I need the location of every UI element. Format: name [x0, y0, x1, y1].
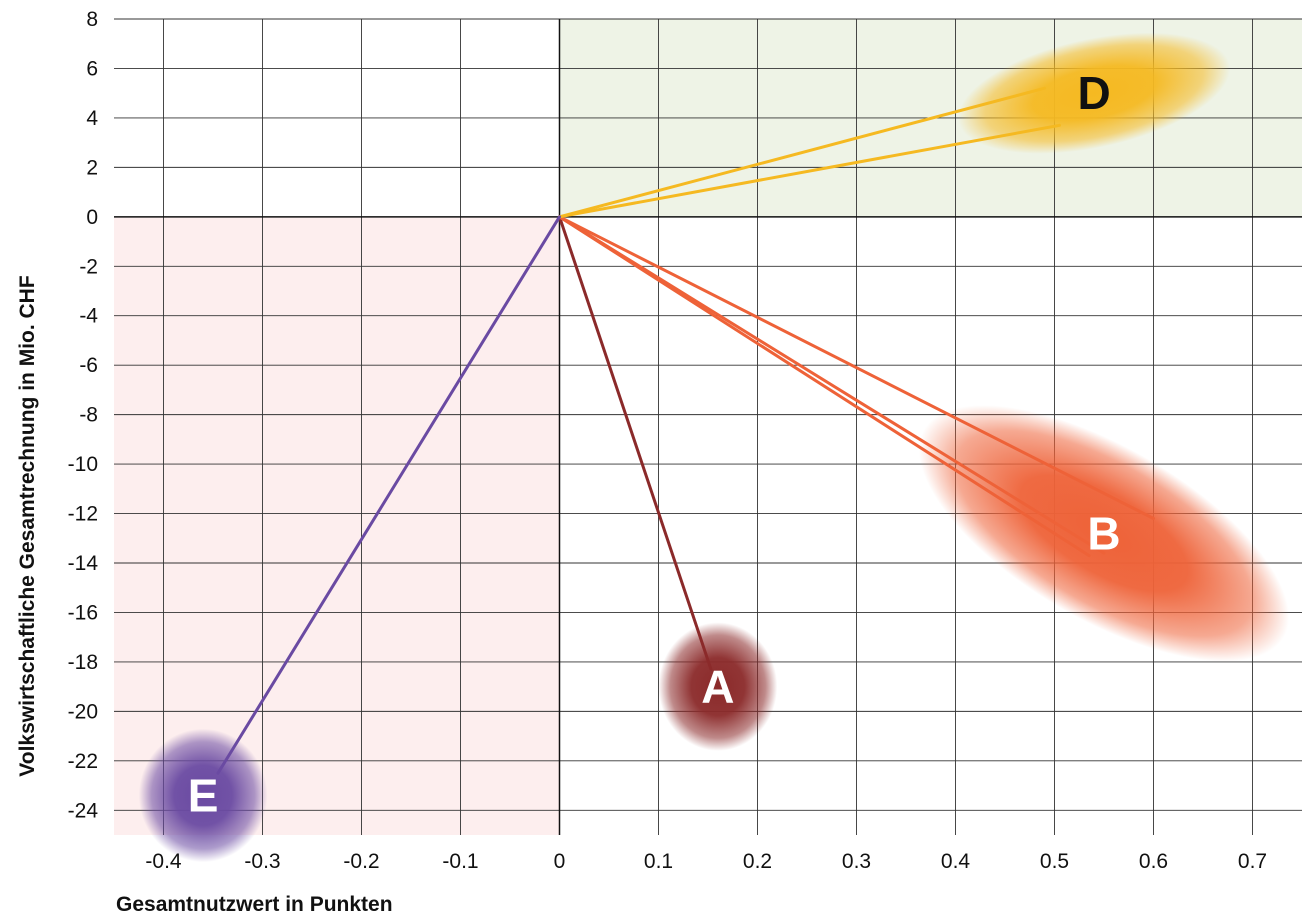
cluster-labels: A B D E — [188, 67, 1121, 821]
x-tick-label: 0.6 — [1139, 850, 1168, 873]
cluster-label-d: D — [1077, 67, 1110, 119]
y-tick-label: 8 — [86, 8, 98, 31]
x-tick-label: 0.5 — [1040, 850, 1069, 873]
y-tick-label: -10 — [68, 453, 98, 476]
ray-b — [558, 215, 1091, 558]
x-tick-label: 0.3 — [842, 850, 871, 873]
ray-b — [558, 215, 1106, 555]
y-tick-label: -16 — [68, 601, 98, 624]
y-tick-label: -12 — [68, 503, 98, 526]
x-tick-label: 0 — [554, 850, 566, 873]
x-tick-label: 0.1 — [644, 850, 673, 873]
y-tick-label: 2 — [86, 156, 98, 179]
cluster-label-e: E — [188, 769, 219, 821]
cluster-blob-e — [138, 728, 268, 863]
y-tick-label: -14 — [68, 552, 99, 575]
y-tick-label: -18 — [68, 651, 98, 674]
cluster-blob-a — [658, 622, 778, 751]
y-tick-label: 4 — [86, 107, 98, 130]
cluster-label-a: A — [701, 661, 734, 713]
ray-lines — [216, 86, 1155, 775]
y-axis-title: Volkswirtschaftliche Gesamtrechnung in M… — [16, 275, 39, 777]
cluster-blob-b — [918, 405, 1290, 662]
x-tick-label: 0.7 — [1238, 850, 1267, 873]
x-tick-label: 0.4 — [941, 850, 971, 873]
ray-e — [216, 215, 561, 775]
y-tick-labels: 8 6 4 2 0 -2 -4 -6 -8 -10 -12 -14 -16 -18 -20 -22 -24 — [68, 8, 99, 822]
x-tick-label: -0.1 — [442, 850, 478, 873]
ray-a — [558, 215, 713, 671]
x-axis-title: Gesamtnutzwert in Punkten — [116, 893, 393, 915]
cluster-label-b: B — [1087, 507, 1120, 559]
ray-d — [558, 86, 1047, 219]
x-tick-label: 0.2 — [743, 850, 772, 873]
cluster-blob-d — [958, 32, 1231, 154]
zero-axes — [114, 19, 1302, 835]
y-tick-label: -8 — [79, 404, 98, 427]
y-tick-label: -24 — [68, 799, 99, 822]
y-tick-label: 0 — [86, 206, 98, 229]
y-tick-label: -2 — [79, 255, 98, 278]
x-tick-label: -0.3 — [244, 850, 280, 873]
y-tick-label: -22 — [68, 750, 98, 773]
y-tick-label: 6 — [86, 57, 98, 80]
y-tick-label: -6 — [79, 354, 98, 377]
x-tick-labels: -0.4 -0.3 -0.2 -0.1 0 0.1 0.2 0.3 0.4 0.5 0.6 0.7 — [145, 850, 1267, 873]
cluster-blobs — [138, 32, 1290, 863]
x-tick-label: -0.2 — [343, 850, 379, 873]
x-tick-label: -0.4 — [145, 850, 182, 873]
y-tick-label: -4 — [79, 305, 98, 328]
ray-d — [558, 123, 1061, 219]
ray-b — [558, 215, 1155, 520]
y-tick-label: -20 — [68, 700, 98, 723]
